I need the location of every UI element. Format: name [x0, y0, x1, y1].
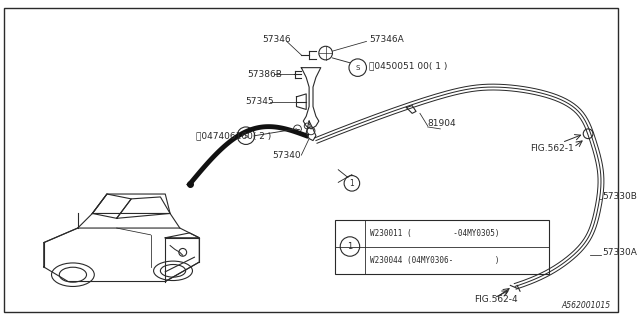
Text: 81904: 81904 [428, 119, 456, 128]
Text: W230044 (04MY0306-         ): W230044 (04MY0306- ) [371, 256, 500, 265]
Text: 1: 1 [348, 242, 353, 251]
Text: FIG.562-1: FIG.562-1 [530, 144, 573, 153]
Text: 57340: 57340 [272, 151, 301, 160]
Text: FIG.562-4: FIG.562-4 [474, 295, 518, 304]
Text: 57345: 57345 [245, 97, 273, 106]
Text: 57346: 57346 [262, 35, 291, 44]
Text: W230011 (         -04MY0305): W230011 ( -04MY0305) [371, 229, 500, 238]
Text: 57330A: 57330A [603, 248, 637, 257]
Text: 57330B: 57330B [603, 192, 637, 201]
Text: S: S [244, 133, 248, 139]
Text: S: S [356, 65, 360, 71]
Text: ␨0450051 00( 1 ): ␨0450051 00( 1 ) [369, 61, 448, 70]
Text: 57346A: 57346A [369, 35, 404, 44]
Text: 57386B: 57386B [247, 70, 282, 79]
Text: 1: 1 [349, 179, 355, 188]
Text: ␨047406160( 2 ): ␨047406160( 2 ) [196, 131, 271, 140]
Bar [335, 220, 549, 274]
Text: A562001015: A562001015 [561, 301, 611, 310]
